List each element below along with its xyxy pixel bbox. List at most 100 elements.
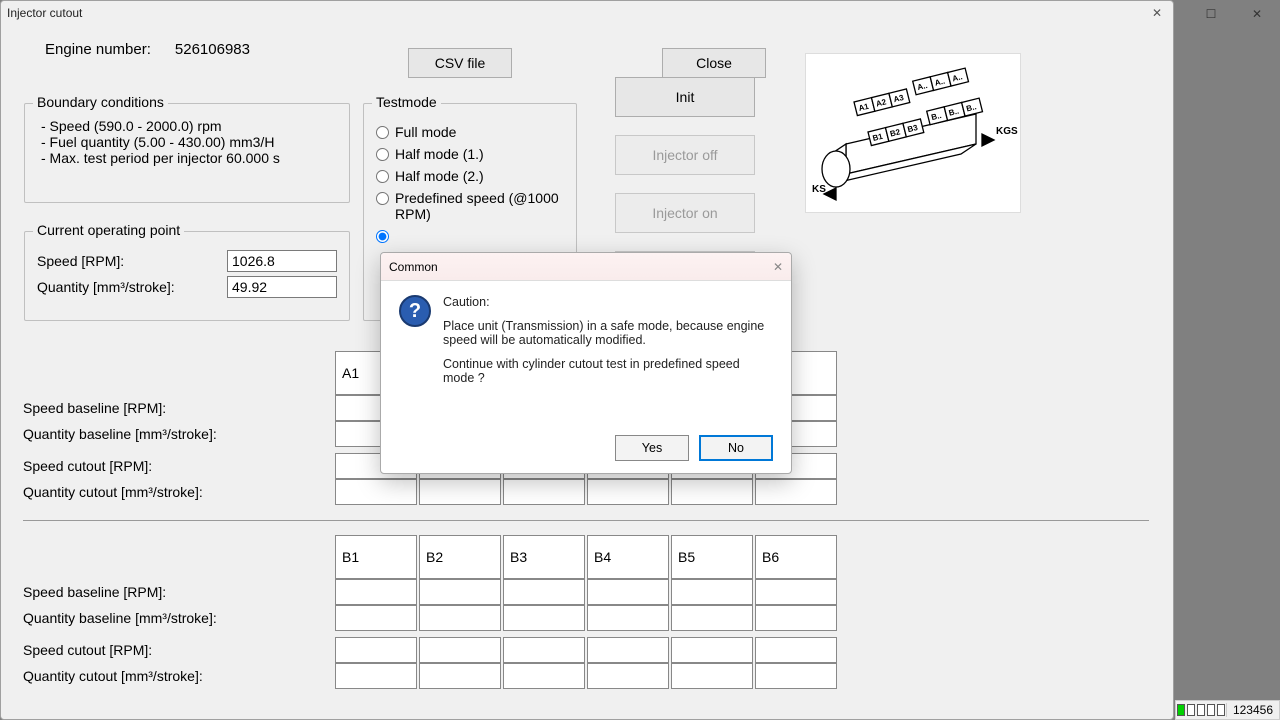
table-cell: [587, 605, 669, 631]
table-cell: [755, 663, 837, 689]
dialog-text: Caution: Place unit (Transmission) in a …: [443, 295, 773, 395]
dialog-close-button[interactable]: ✕: [773, 260, 783, 274]
status-led-2: [1187, 704, 1195, 716]
bank-b-header-3: B3: [503, 535, 585, 579]
bank-b-row-label-4: Quantity cutout [mm³/stroke]:: [23, 668, 333, 684]
table-cell: [755, 579, 837, 605]
table-cell: [335, 579, 417, 605]
status-bar: 123456: [1175, 700, 1280, 720]
status-led-5: [1217, 704, 1225, 716]
window-titlebar[interactable]: Injector cutout ✕: [1, 1, 1173, 25]
current-operating-point-group: Current operating point Speed [RPM]: Qua…: [24, 231, 350, 321]
table-cell: [419, 479, 501, 505]
table-cell: [671, 605, 753, 631]
table-cell: [503, 663, 585, 689]
table-cell: [755, 637, 837, 663]
radio-predefined-speed[interactable]: [376, 192, 389, 205]
table-cell: [755, 605, 837, 631]
table-cell: [419, 637, 501, 663]
window-title: Injector cutout: [7, 6, 82, 20]
os-maximize-button[interactable]: ☐: [1188, 0, 1234, 28]
bank-b-row-label-2: Quantity baseline [mm³/stroke]:: [23, 610, 333, 626]
bottom-buttons: CSV file Close: [1, 48, 1173, 78]
dialog-title: Common: [389, 260, 438, 274]
table-cell: [671, 579, 753, 605]
quantity-label: Quantity [mm³/stroke]:: [37, 279, 175, 295]
testmode-option-predefined[interactable]: Predefined speed (@1000 RPM): [376, 190, 564, 222]
radio-hidden[interactable]: [376, 230, 389, 243]
radio-half-mode-2[interactable]: [376, 170, 389, 183]
bank-b-header-5: B5: [671, 535, 753, 579]
table-cell: [419, 663, 501, 689]
testmode-label-full: Full mode: [395, 124, 456, 140]
dialog-no-button[interactable]: No: [699, 435, 773, 461]
table-cell: [671, 637, 753, 663]
radio-full-mode[interactable]: [376, 126, 389, 139]
quantity-input[interactable]: [227, 276, 337, 298]
injector-off-button[interactable]: Injector off: [615, 135, 755, 175]
table-cell: [419, 579, 501, 605]
table-cell: [671, 663, 753, 689]
injector-on-button[interactable]: Injector on: [615, 193, 755, 233]
table-cell: [671, 479, 753, 505]
separator: [23, 520, 1149, 521]
radio-half-mode-1[interactable]: [376, 148, 389, 161]
testmode-option-half1[interactable]: Half mode (1.): [376, 146, 564, 162]
table-cell: [503, 637, 585, 663]
testmode-title: Testmode: [372, 94, 441, 110]
table-cell: [755, 479, 837, 505]
testmode-option-half2[interactable]: Half mode (2.): [376, 168, 564, 184]
boundary-line-1: - Speed (590.0 - 2000.0) rpm: [41, 118, 337, 134]
table-cell: [587, 663, 669, 689]
table-cell: [503, 605, 585, 631]
status-led-3: [1197, 704, 1205, 716]
table-cell: [335, 637, 417, 663]
dialog-line-2: Continue with cylinder cutout test in pr…: [443, 357, 773, 385]
dialog-line-1: Place unit (Transmission) in a safe mode…: [443, 319, 773, 347]
testmode-label-predefined: Predefined speed (@1000 RPM): [395, 190, 564, 222]
testmode-label-half1: Half mode (1.): [395, 146, 484, 162]
csv-file-button[interactable]: CSV file: [408, 48, 512, 78]
bank-b-row-label-3: Speed cutout [RPM]:: [23, 642, 333, 658]
table-cell: [419, 605, 501, 631]
table-cell: [587, 479, 669, 505]
current-operating-point-title: Current operating point: [33, 222, 184, 238]
os-close-button[interactable]: ✕: [1234, 0, 1280, 28]
dialog-caution-label: Caution:: [443, 295, 773, 309]
bank-b-table: B1 B2 B3 B4 B5 B6 Speed baseline [RPM]: …: [23, 535, 853, 689]
dialog-yes-button[interactable]: Yes: [615, 435, 689, 461]
init-button[interactable]: Init: [615, 77, 755, 117]
speed-label: Speed [RPM]:: [37, 253, 124, 269]
boundary-conditions-title: Boundary conditions: [33, 94, 168, 110]
status-led-1: [1177, 704, 1185, 716]
boundary-conditions-group: Boundary conditions - Speed (590.0 - 200…: [24, 103, 350, 203]
bank-b-header-1: B1: [335, 535, 417, 579]
question-icon: ?: [399, 295, 431, 327]
bank-a-row-label-3: Speed cutout [RPM]:: [23, 458, 333, 474]
dialog-titlebar[interactable]: Common ✕: [381, 253, 791, 281]
boundary-line-3: - Max. test period per injector 60.000 s: [41, 150, 337, 166]
status-text: 123456: [1226, 703, 1279, 717]
bank-a-row-label-2: Quantity baseline [mm³/stroke]:: [23, 426, 333, 442]
status-led-4: [1207, 704, 1215, 716]
bank-a-row-label-1: Speed baseline [RPM]:: [23, 400, 333, 416]
table-cell: [587, 637, 669, 663]
bank-b-header-2: B2: [419, 535, 501, 579]
speed-input[interactable]: [227, 250, 337, 272]
bank-b-header-4: B4: [587, 535, 669, 579]
bank-b-header-6: B6: [755, 535, 837, 579]
close-button[interactable]: Close: [662, 48, 766, 78]
window-content: Engine number: 526106983 Boundary condit…: [1, 25, 1173, 82]
table-cell: [587, 579, 669, 605]
table-cell: [335, 605, 417, 631]
testmode-label-half2: Half mode (2.): [395, 168, 484, 184]
bank-b-row-label-1: Speed baseline [RPM]:: [23, 584, 333, 600]
testmode-option-full[interactable]: Full mode: [376, 124, 564, 140]
window-close-button[interactable]: ✕: [1147, 3, 1167, 23]
boundary-line-2: - Fuel quantity (5.00 - 430.00) mm3/H: [41, 134, 337, 150]
desktop: — ☐ ✕ Injector cutout ✕ Engine number: 5…: [0, 0, 1280, 720]
table-cell: [503, 479, 585, 505]
bank-a-row-label-4: Quantity cutout [mm³/stroke]:: [23, 484, 333, 500]
testmode-option-hidden[interactable]: [376, 228, 564, 243]
confirmation-dialog: Common ✕ ? Caution: Place unit (Transmis…: [380, 252, 792, 474]
